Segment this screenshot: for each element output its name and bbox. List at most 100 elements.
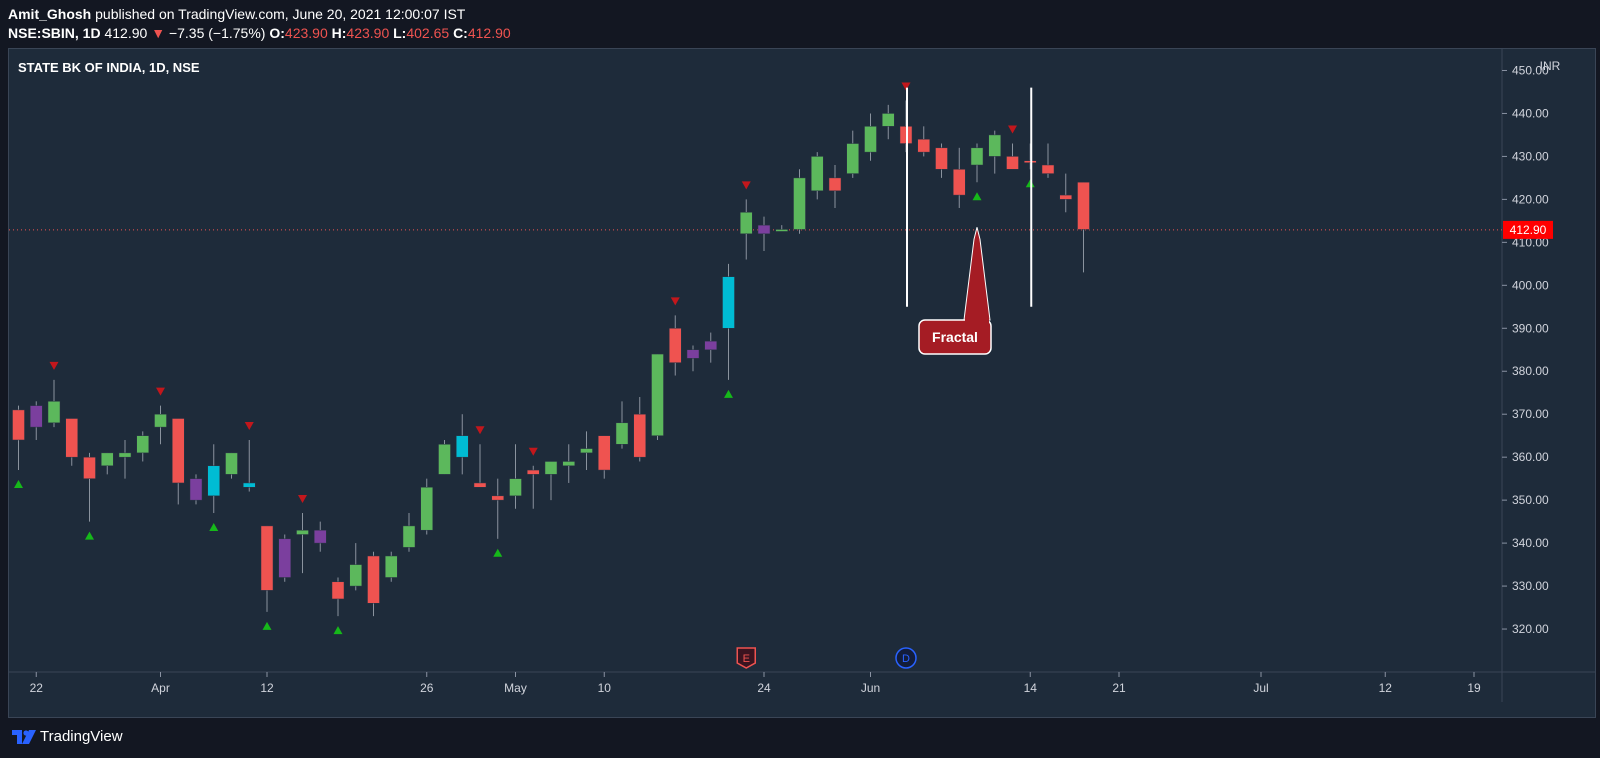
candle-body — [864, 126, 877, 153]
open-value: 423.90 — [284, 25, 328, 41]
candle-body — [935, 147, 948, 170]
y-tick-label: 440.00 — [1512, 106, 1549, 120]
candle-body — [722, 276, 735, 329]
candle-body — [314, 529, 327, 544]
fractal-up-icon — [262, 621, 272, 630]
candle-body — [65, 418, 78, 458]
earnings-marker-icon[interactable] — [736, 647, 756, 669]
fractal-up-icon — [209, 523, 219, 532]
candle-body — [189, 478, 203, 501]
candle-body — [473, 482, 487, 488]
author-name[interactable]: Amit_Ghosh — [8, 6, 92, 22]
fractal-up-icon — [14, 480, 23, 489]
candle-body — [686, 349, 700, 359]
tradingview-icon — [12, 729, 36, 744]
y-tick-label: 340.00 — [1512, 536, 1549, 550]
candle-body — [811, 156, 824, 192]
currency-label: INR — [1540, 59, 1561, 73]
x-tick-label: 22 — [30, 681, 44, 695]
candle-body — [172, 418, 185, 484]
fractal-down-icon — [49, 361, 59, 370]
candle-body — [420, 486, 433, 531]
fractal-down-icon — [1008, 125, 1017, 134]
tradingview-logo[interactable]: TradingView — [12, 728, 123, 745]
x-tick-label: 19 — [1467, 681, 1481, 695]
candle-body — [1006, 156, 1019, 170]
y-tick-label: 330.00 — [1512, 579, 1549, 593]
y-tick-label: 320.00 — [1512, 622, 1549, 636]
candle-body — [562, 461, 575, 467]
x-tick-label: Jul — [1253, 681, 1268, 695]
candle-body — [988, 134, 1001, 157]
fractal-down-icon — [298, 495, 307, 504]
chart-panel[interactable] — [8, 48, 1596, 718]
candle-body — [970, 147, 984, 166]
candle-body — [47, 401, 61, 424]
candle-body — [12, 409, 25, 441]
ohlc-line: NSE:SBIN, 1D 412.90 ▼ −7.35 (−1.75%) O:4… — [8, 25, 511, 41]
callout-pointer — [963, 227, 991, 321]
x-tick-label: May — [504, 681, 527, 695]
publish-info: Amit_Ghosh published on TradingView.com,… — [8, 6, 465, 22]
fractal-down-icon — [156, 387, 165, 396]
candle-body — [775, 229, 788, 232]
high-label: H: — [331, 25, 347, 41]
candle-body — [154, 413, 167, 428]
dividend-marker-label: D — [902, 653, 910, 665]
y-tick-label: 400.00 — [1512, 278, 1549, 292]
y-tick-label: 380.00 — [1512, 364, 1549, 378]
y-tick-label: 350.00 — [1512, 493, 1549, 507]
x-tick-label: 24 — [757, 681, 771, 695]
candle-body — [331, 581, 345, 600]
candle-body — [882, 113, 895, 127]
candle-body — [1059, 194, 1072, 200]
fractal-down-icon — [244, 421, 254, 430]
fractal-up-icon — [724, 389, 733, 398]
candle-body — [633, 413, 646, 458]
fractal-down-icon — [901, 82, 911, 91]
candle-body — [917, 138, 930, 153]
publish-text: published on TradingView.com, June 20, 2… — [95, 6, 466, 22]
candle-body — [1041, 164, 1055, 174]
last-price-tag — [1503, 220, 1553, 239]
y-tick-label: 390.00 — [1512, 321, 1549, 335]
y-tick-label: 420.00 — [1512, 192, 1549, 206]
candle-body — [118, 452, 132, 458]
callout-box — [918, 319, 992, 355]
open-label: O: — [269, 25, 285, 41]
last-price: 412.90 — [104, 25, 148, 41]
candle-body — [243, 482, 256, 488]
candle-body — [669, 328, 682, 363]
fractal-down-icon — [741, 181, 751, 190]
fractal-down-icon — [528, 447, 538, 456]
x-tick-label: 10 — [598, 681, 612, 695]
candle-body — [349, 564, 362, 587]
callout-joint — [965, 319, 989, 323]
candlestick-chart[interactable]: Fractal E D 320.00 330.00 340.00 350.00 360.00… — [0, 0, 1600, 718]
candle-body — [953, 169, 966, 196]
fractal-down-icon — [670, 297, 680, 306]
candle-body — [225, 452, 238, 475]
candle-body — [509, 478, 522, 497]
candle-body — [101, 452, 114, 467]
callout-label: Fractal — [932, 329, 978, 345]
candle-body — [207, 465, 220, 497]
x-tick-label: Jun — [861, 681, 880, 695]
candle-body — [615, 422, 629, 445]
earnings-marker-label: E — [743, 653, 750, 665]
candle-body — [793, 177, 806, 230]
fractal-up-icon — [333, 626, 343, 635]
chart-header: Amit_Ghosh published on TradingView.com,… — [0, 0, 1600, 46]
symbol-label: NSE:SBIN, 1D — [8, 25, 101, 41]
chart-title: STATE BK OF INDIA, 1D, NSE — [18, 60, 200, 75]
fractal-up-icon — [972, 192, 982, 201]
candle-body — [438, 444, 451, 475]
candle-body — [527, 469, 540, 475]
dividend-marker-icon[interactable] — [895, 647, 917, 669]
candle-body — [278, 538, 291, 578]
low-label: L: — [393, 25, 407, 41]
candle-body — [260, 525, 274, 591]
down-arrow-icon: ▼ — [151, 25, 166, 41]
brand-name: TradingView — [40, 728, 123, 745]
candle-body — [367, 555, 380, 604]
